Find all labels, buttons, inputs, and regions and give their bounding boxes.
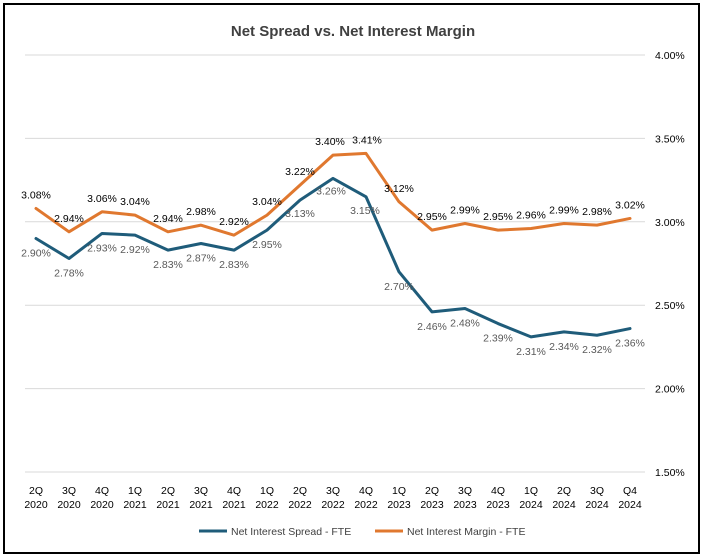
legend: Net Interest Spread - FTE Net Interest Ma… bbox=[199, 526, 525, 538]
data-label-margin: 3.41% bbox=[352, 134, 382, 146]
y-tick-label: 4.00% bbox=[655, 50, 685, 62]
data-label-spread: 2.32% bbox=[582, 344, 612, 356]
y-tick-label: 2.00% bbox=[655, 384, 685, 396]
data-label-spread: 2.46% bbox=[417, 321, 447, 333]
data-label-margin: 2.96% bbox=[516, 209, 546, 221]
series-line-net-interest-margin bbox=[34, 151, 632, 237]
data-label-margin: 2.98% bbox=[186, 206, 216, 218]
x-tick-label: 3Q 2022 bbox=[321, 485, 345, 511]
data-label-spread: 2.34% bbox=[549, 341, 579, 353]
data-label-spread: 2.95% bbox=[252, 239, 282, 251]
data-label-spread: 3.13% bbox=[285, 208, 315, 220]
x-tick-label: 4Q 2023 bbox=[486, 485, 510, 511]
line-chart: Net Spread vs. Net Interest Margin 1.50%… bbox=[21, 23, 685, 538]
chart-title: Net Spread vs. Net Interest Margin bbox=[231, 23, 475, 40]
data-label-spread: 2.83% bbox=[219, 259, 249, 271]
data-label-spread: 2.92% bbox=[120, 244, 150, 256]
data-label-margin: 3.40% bbox=[315, 136, 345, 148]
x-tick-label: 3Q 2021 bbox=[189, 485, 213, 511]
data-label-margin: 3.22% bbox=[285, 166, 315, 178]
data-label-spread: 3.15% bbox=[350, 205, 380, 217]
x-tick-label: 4Q 2021 bbox=[222, 485, 246, 511]
data-label-spread: 3.26% bbox=[316, 185, 346, 197]
x-tick-label: 2Q 2022 bbox=[288, 485, 312, 511]
x-tick-label: 1Q 2021 bbox=[123, 485, 147, 511]
data-label-margin: 2.94% bbox=[153, 213, 183, 225]
data-label-margin: 2.99% bbox=[450, 204, 480, 216]
y-tick-label: 3.50% bbox=[655, 133, 685, 145]
data-label-margin: 2.95% bbox=[483, 211, 513, 223]
data-label-spread: 2.70% bbox=[384, 281, 414, 293]
data-label-spread: 2.83% bbox=[153, 259, 183, 271]
data-label-spread: 2.93% bbox=[87, 242, 117, 254]
series-lines bbox=[34, 151, 632, 339]
y-tick-label: 3.00% bbox=[655, 217, 685, 229]
data-label-spread: 2.87% bbox=[186, 252, 216, 264]
x-tick-label: 2Q 2023 bbox=[420, 485, 444, 511]
x-tick-label: 2Q 2021 bbox=[156, 485, 180, 511]
x-tick-label: 1Q 2023 bbox=[387, 485, 411, 511]
x-tick-label: 3Q 2023 bbox=[453, 485, 477, 511]
data-label-margin: 2.94% bbox=[54, 213, 84, 225]
data-label-margin: 3.04% bbox=[252, 196, 282, 208]
legend-label-spread: Net Interest Spread - FTE bbox=[231, 526, 351, 538]
x-tick-label: 2Q 2024 bbox=[552, 485, 576, 511]
chart-frame: Net Spread vs. Net Interest Margin 1.50%… bbox=[3, 3, 700, 554]
series-line-net-interest-spread bbox=[34, 176, 632, 339]
data-label-margin: 2.98% bbox=[582, 206, 612, 218]
data-label-spread: 2.78% bbox=[54, 267, 84, 279]
data-label-margin: 3.04% bbox=[120, 196, 150, 208]
x-tick-label: 1Q 2024 bbox=[519, 485, 543, 511]
data-label-spread: 2.39% bbox=[483, 333, 513, 345]
data-label-margin: 3.02% bbox=[615, 199, 645, 211]
x-tick-label: 2Q 2020 bbox=[24, 485, 48, 511]
data-label-spread: 2.36% bbox=[615, 338, 645, 350]
x-tick-label: Q4 2024 bbox=[618, 485, 642, 511]
data-label-margin: 2.92% bbox=[219, 216, 249, 228]
data-label-spread: 2.90% bbox=[21, 247, 51, 259]
x-tick-label: 3Q 2020 bbox=[57, 485, 81, 511]
x-tick-label: 3Q 2024 bbox=[585, 485, 609, 511]
data-label-margin: 2.95% bbox=[417, 211, 447, 223]
data-label-margin: 2.99% bbox=[549, 204, 579, 216]
legend-label-margin: Net Interest Margin - FTE bbox=[407, 526, 525, 538]
x-tick-label: 4Q 2022 bbox=[354, 485, 378, 511]
x-tick-label: 1Q 2022 bbox=[255, 485, 279, 511]
x-tick-label: 4Q 2020 bbox=[90, 485, 114, 511]
data-labels: 2.90%2.78%2.93% 2.92%2.83%2.87%2.83%2.95%… bbox=[21, 134, 645, 357]
data-label-spread: 2.48% bbox=[450, 318, 480, 330]
data-label-margin: 3.08% bbox=[21, 189, 51, 201]
gridlines bbox=[25, 54, 645, 473]
data-label-spread: 2.31% bbox=[516, 346, 546, 358]
x-axis-ticks: 2Q 2020 3Q 2020 4Q 2020 1Q 2021 2Q 2021 3Q 2021 4Q 20… bbox=[24, 485, 642, 511]
data-label-margin: 3.06% bbox=[87, 193, 117, 205]
y-axis-ticks: 1.50% 2.00% 2.50% 3.00% 3.50% 4.00% bbox=[655, 50, 685, 479]
data-label-margin: 3.12% bbox=[384, 183, 414, 195]
y-tick-label: 1.50% bbox=[655, 467, 685, 479]
y-tick-label: 2.50% bbox=[655, 300, 685, 312]
